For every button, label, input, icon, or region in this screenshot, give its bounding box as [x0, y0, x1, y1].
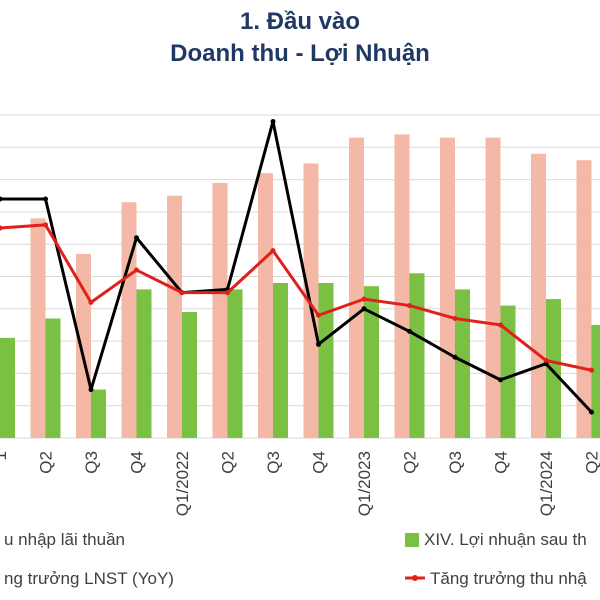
- revenue-bar: [531, 153, 546, 438]
- revenue-bar: [121, 202, 137, 438]
- x-tick-label: Q3: [264, 451, 283, 474]
- revenue-growth-point: [361, 296, 367, 302]
- profit-bar: [409, 273, 425, 438]
- lnst-growth-point: [407, 328, 412, 334]
- revenue-growth-point: [88, 299, 94, 305]
- lnst-growth-point: [270, 118, 276, 124]
- lnst-growth-point: [498, 377, 503, 383]
- x-tick-label: Q3: [446, 451, 465, 474]
- revenue-bar: [76, 253, 91, 438]
- x-tick-label: Q3: [82, 451, 101, 474]
- legend-label-lnst-growth: ng trưởng LNST (YoY): [4, 569, 174, 588]
- legend-label-profit: XIV. Lợi nhuận sau th: [424, 530, 587, 549]
- revenue-bar: [167, 195, 182, 438]
- profit-bar: [182, 312, 197, 438]
- x-tick-label: Q2: [219, 451, 238, 474]
- revenue-growth-point: [407, 303, 412, 309]
- profit-bar: [591, 324, 600, 438]
- x-tick-label: Q2: [401, 451, 420, 474]
- profit-bar: [91, 389, 106, 438]
- chart-subtitle: Doanh thu - Lợi Nhuận: [170, 40, 430, 67]
- revenue-growth-point: [543, 357, 549, 363]
- revenue-growth-point: [589, 367, 594, 373]
- lnst-growth-point: [134, 235, 139, 241]
- profit-bar: [364, 286, 379, 438]
- revenue-growth-point: [134, 267, 139, 273]
- revenue-bar: [258, 173, 273, 438]
- revenue-growth-point: [0, 225, 3, 231]
- profit-bar: [227, 289, 243, 438]
- profit-bar: [273, 282, 288, 438]
- revenue-bar: [576, 160, 592, 438]
- lnst-growth-point: [43, 196, 48, 202]
- revenue-bar: [485, 137, 501, 439]
- revenue-growth-point: [179, 290, 185, 296]
- revenue-growth-line: [0, 223, 592, 372]
- lnst-growth-point: [452, 354, 458, 360]
- profit-bar: [546, 299, 561, 438]
- legend-label-revenue-growth: Tăng trưởng thu nhậ: [430, 569, 587, 588]
- lnst-growth-point: [0, 196, 3, 202]
- x-tick-label: Q4: [492, 451, 511, 474]
- revenue-bar: [30, 218, 46, 438]
- x-tick-label: Q2: [583, 451, 600, 474]
- chart-title-block: 1. Đầu vào Doanh thu - Lợi Nhuận: [0, 4, 600, 70]
- x-tick-label: Q4: [128, 451, 147, 474]
- profit-bar: [136, 289, 152, 438]
- lnst-growth-point: [589, 409, 594, 415]
- profit-bar: [0, 337, 15, 438]
- profit-bar: [455, 289, 470, 438]
- lines: [0, 118, 594, 415]
- legend-swatch-profit: [405, 533, 419, 547]
- revenue-growth-point: [225, 290, 230, 296]
- x-tick-label: 1: [0, 451, 10, 460]
- legend-label-revenue: u nhập lãi thuần: [4, 530, 125, 549]
- x-tick-label: Q2: [37, 451, 56, 474]
- lnst-growth-point: [361, 306, 367, 312]
- revenue-bar: [349, 137, 364, 439]
- x-tick-label: Q1/2022: [173, 451, 192, 516]
- lnst-growth-point: [316, 341, 321, 347]
- legend: u nhập lãi thuần XIV. Lợi nhuận sau th ng …: [4, 530, 587, 588]
- revenue-growth-point: [316, 312, 321, 318]
- revenue-bar: [440, 137, 455, 439]
- profit-bar: [45, 318, 61, 438]
- lnst-growth-line: [0, 119, 593, 414]
- legend-marker-revenue-growth: [412, 575, 418, 581]
- x-axis-ticks: 1 Q2 Q3 Q4 Q1/2022 Q2 Q3 Q4 Q1/2023 Q2 Q3 Q4 Q1/2024…: [0, 451, 600, 516]
- profit-bar: [318, 282, 334, 438]
- revenue-growth-point: [270, 248, 276, 254]
- revenue-growth-point: [43, 222, 48, 228]
- revenue-growth-point: [498, 322, 503, 328]
- chart-title: 1. Đầu vào: [239, 8, 361, 35]
- revenue-bar: [212, 182, 228, 438]
- x-tick-label: Q1/2024: [537, 451, 556, 516]
- profit-bar: [500, 305, 516, 438]
- revenue-growth-point: [452, 315, 458, 321]
- x-tick-label: Q1/2023: [355, 451, 374, 516]
- revenue-bar: [394, 134, 410, 438]
- lnst-growth-point: [88, 387, 94, 393]
- x-tick-label: Q4: [310, 451, 329, 474]
